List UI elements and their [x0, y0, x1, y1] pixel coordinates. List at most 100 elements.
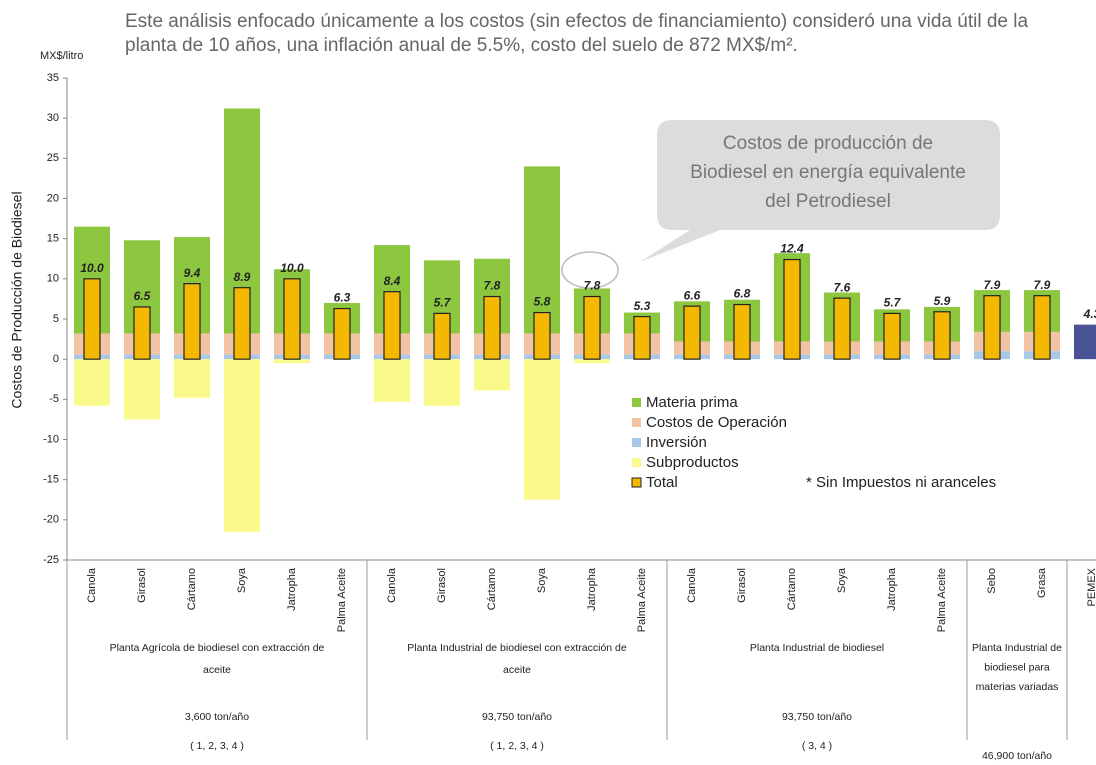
chart-title: Este análisis enfocado únicamente a los … — [125, 11, 1028, 56]
total-bar — [483, 295, 501, 360]
bar-segment — [474, 359, 510, 391]
legend-swatch — [631, 477, 642, 488]
total-bar — [933, 311, 951, 360]
x-tick-label: Cártamo — [186, 568, 198, 610]
legend-label: Materia prima — [646, 394, 738, 411]
bar-segment — [524, 166, 560, 334]
group-refs: ( 3, 4 ) — [802, 740, 832, 752]
total-bar — [233, 287, 251, 360]
total-label: 7.8 — [484, 279, 501, 293]
legend-swatch — [632, 418, 641, 427]
total-label: 5.8 — [534, 295, 551, 309]
group-refs: ( 1, 2, 3, 4 ) — [190, 740, 244, 752]
x-tick-label: Grasa — [1036, 567, 1048, 598]
group-refs: ( 1, 2, 3, 4 ) — [490, 740, 544, 752]
x-tick-label: Soya — [836, 567, 848, 593]
total-label: 6.8 — [734, 287, 751, 301]
total-label: 7.9 — [1034, 278, 1051, 292]
bar-segment — [224, 359, 260, 532]
callout-box — [640, 120, 1000, 262]
bar-segment — [424, 359, 460, 406]
y-tick-label: -10 — [43, 433, 59, 445]
x-tick-label: Palma Aceite — [636, 568, 648, 632]
bar-segment — [174, 359, 210, 398]
bar-segment — [74, 359, 110, 406]
total-label: 5.7 — [884, 296, 902, 310]
y-tick-label: -5 — [49, 393, 59, 405]
group-label: Planta Agrícola de biodiesel con extracc… — [110, 642, 325, 752]
total-bar — [583, 295, 601, 360]
total-label: 10.0 — [80, 261, 104, 275]
x-tick-label: Palma Aceite — [936, 568, 948, 632]
x-tick-label: Girasol — [436, 568, 448, 603]
total-label: 10.0 — [280, 261, 304, 275]
y-axis-label: Costos de Producción de Biodiesel — [9, 191, 25, 408]
total-bar — [183, 283, 201, 360]
bar-segment — [274, 359, 310, 364]
wrapped-text: Este análisis enfocado únicamente a los … — [125, 11, 1028, 56]
total-bar — [383, 291, 401, 360]
y-tick-label: 30 — [47, 112, 59, 124]
total-label: 8.4 — [384, 274, 401, 288]
x-tick-label: Canola — [386, 567, 398, 603]
y-unit: MX$/litro — [40, 50, 83, 62]
total-bar — [83, 278, 101, 360]
total-label: 8.9 — [234, 270, 251, 284]
total-label: 9.4 — [184, 266, 201, 280]
total-bar — [733, 303, 751, 360]
total-bar — [783, 258, 801, 360]
total-bar — [1033, 295, 1051, 360]
y-tick-label: 35 — [47, 72, 59, 84]
group-capacity: 93,750 ton/año — [482, 711, 552, 723]
total-label: 5.3 — [634, 299, 651, 313]
y-tick-label: 20 — [47, 192, 59, 204]
total-bar — [333, 307, 351, 360]
total-label: 6.3 — [334, 291, 351, 305]
legend-label: Costos de Operación — [646, 414, 787, 431]
x-tick-label: Canola — [86, 567, 98, 603]
bar-segment — [374, 359, 410, 402]
legend-swatch — [632, 438, 641, 447]
total-label: 7.6 — [834, 280, 851, 294]
legend-swatch — [632, 458, 641, 467]
group-label: Planta Industrial de biodiesel con extra… — [407, 642, 627, 752]
total-bar — [533, 311, 551, 360]
bar-segment — [524, 359, 560, 500]
y-tick-label: 5 — [53, 313, 59, 325]
group-capacity: 46,900 ton/año — [982, 750, 1052, 762]
wrapped-text: Costos de producción de Biodiesel en ener… — [690, 133, 966, 212]
wrapped-text: Planta Industrial de biodiesel para materi… — [972, 642, 1062, 693]
legend-label: Subproductos — [646, 454, 739, 471]
legend-swatch — [632, 398, 641, 407]
x-tick-label: Canola — [686, 567, 698, 603]
total-label: 5.7 — [434, 296, 452, 310]
total-label: 7.8 — [584, 279, 601, 293]
x-tick-label: Soya — [236, 567, 248, 593]
callout-text: Costos de producción de Biodiesel en ener… — [690, 133, 966, 212]
total-bar — [1074, 324, 1096, 360]
total-label: 7.9 — [984, 278, 1001, 292]
bar-segment — [124, 359, 160, 420]
x-tick-label: Cártamo — [786, 568, 798, 610]
y-tick-label: -15 — [43, 474, 59, 486]
x-tick-label: Girasol — [136, 568, 148, 603]
total-bar — [133, 306, 151, 360]
y-tick-label: -25 — [43, 554, 59, 566]
total-bar — [283, 278, 301, 360]
group-label: Planta Industrial de biodiesel para materi… — [972, 642, 1062, 762]
bar-segment — [574, 359, 610, 364]
total-label: 6.5 — [134, 289, 151, 303]
x-tick-label: Jatropha — [286, 567, 298, 611]
total-bar — [883, 312, 901, 360]
wrapped-text: Planta Agrícola de biodiesel con extracc… — [110, 642, 325, 676]
total-label: 12.4 — [780, 242, 804, 256]
total-bar — [633, 315, 651, 360]
legend-label: Inversión — [646, 434, 707, 451]
x-tick-label: Girasol — [736, 568, 748, 603]
y-tick-label: 15 — [47, 233, 59, 245]
group-capacity: 3,600 ton/año — [185, 711, 249, 723]
x-tick-label: Palma Aceite — [336, 568, 348, 632]
group-capacity: 93,750 ton/año — [782, 711, 852, 723]
callout-ellipse — [561, 251, 619, 289]
total-label: 5.9 — [934, 294, 951, 308]
